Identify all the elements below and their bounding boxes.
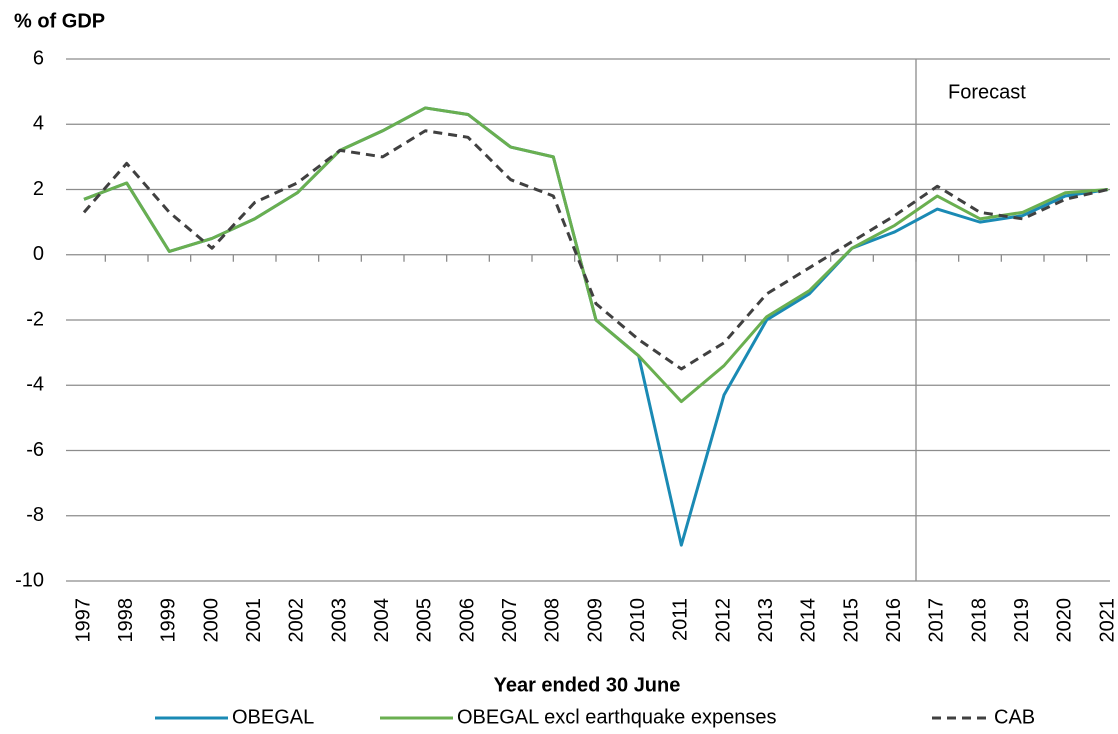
x-tick-label: 2018 (968, 598, 990, 643)
x-tick-label: 2007 (499, 598, 521, 643)
series-line (82, 129, 1109, 371)
x-tick-label: 2004 (371, 598, 393, 643)
y-tick-label: -10 (15, 569, 44, 591)
x-tick-label: 2006 (456, 598, 478, 643)
x-tick-label: 2010 (627, 598, 649, 643)
x-tick-label: 2019 (1011, 598, 1033, 643)
series-line (83, 106, 1109, 404)
x-tick-label: 2009 (584, 598, 606, 643)
y-tick-label: -6 (26, 439, 44, 461)
x-tick-label: 1998 (115, 598, 137, 643)
x-tick-label: 2013 (755, 598, 777, 643)
y-tick-label: -2 (26, 308, 44, 330)
x-tick-label: 2001 (243, 598, 265, 643)
series-line (83, 106, 1109, 547)
y-tick-label: -4 (26, 374, 44, 396)
x-tick-label: 2012 (712, 598, 734, 643)
y-tick-label: 4 (33, 113, 44, 135)
legend-label: CAB (994, 706, 1035, 728)
y-tick-label: 0 (33, 243, 44, 265)
x-tick-label: 2017 (926, 598, 948, 643)
x-tick-label: 2021 (1096, 598, 1118, 643)
x-tick-label: 2015 (840, 598, 862, 643)
x-axis-title: Year ended 30 June (494, 674, 681, 696)
x-tick-label: 2003 (328, 598, 350, 643)
legend-label: OBEGAL (232, 706, 314, 728)
x-tick-label: 2014 (798, 598, 820, 643)
annotation: Forecast (948, 81, 1026, 103)
y-tick-label: 6 (33, 47, 44, 69)
x-tick-label: 1997 (72, 598, 94, 643)
y-tick-label: -8 (26, 504, 44, 526)
x-tick-label: 2005 (414, 598, 436, 643)
y-axis-title: % of GDP (14, 10, 105, 32)
x-tick-label: 2011 (670, 598, 692, 641)
x-tick-label: 2000 (200, 598, 222, 643)
legend-label: OBEGAL excl earthquake expenses (457, 706, 776, 728)
x-tick-label: 2002 (286, 598, 308, 643)
x-tick-label: 2008 (542, 598, 564, 643)
x-tick-label: 1999 (158, 598, 180, 643)
x-tick-label: 2020 (1054, 598, 1076, 643)
y-tick-label: 2 (33, 178, 44, 200)
x-tick-label: 2016 (883, 598, 905, 643)
